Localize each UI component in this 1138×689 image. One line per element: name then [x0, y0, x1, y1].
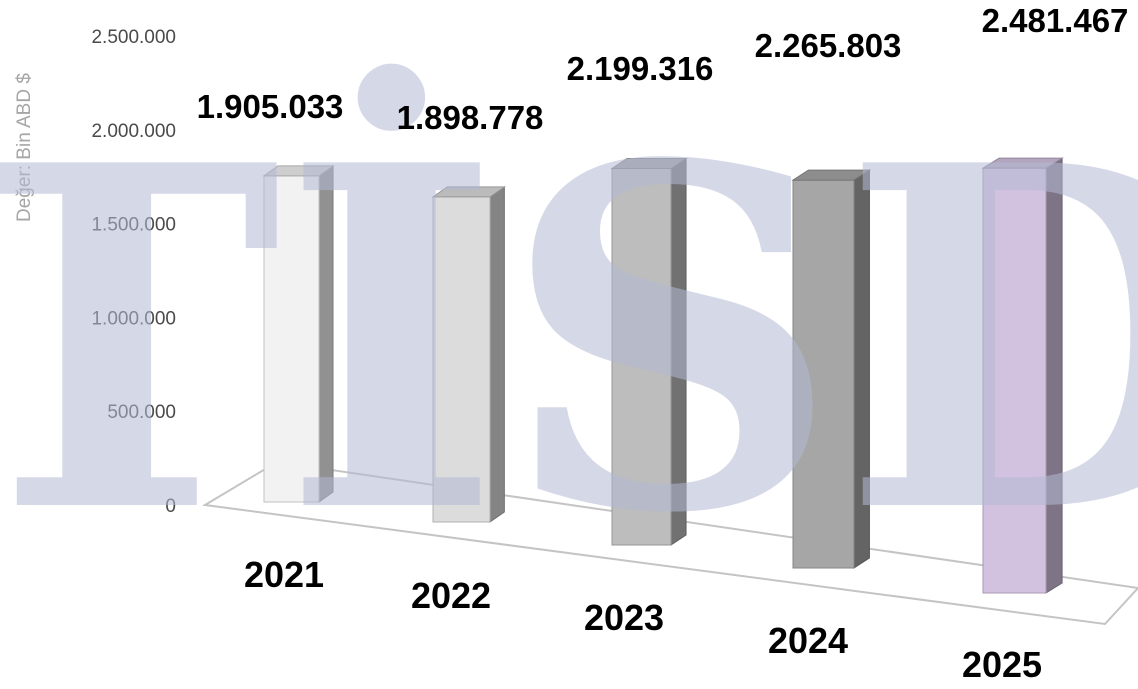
bar-2022 — [431, 185, 506, 523]
data-label: 2.481.467 — [982, 2, 1129, 39]
y-tick-label: 1.500.000 — [91, 215, 176, 236]
y-axis-label: Değer: Bin ABD $ — [14, 73, 35, 222]
x-tick-label: 2021 — [244, 554, 324, 595]
bar-top — [791, 169, 872, 181]
x-tick-label: 2024 — [768, 620, 848, 661]
data-labels: 1.905.033 2021 1.898.778 2022 2.199.316 2023 2… — [197, 2, 1129, 685]
bar-2025 — [981, 157, 1064, 594]
bar-top — [610, 157, 688, 169]
y-tick-label: 2.500.000 — [91, 27, 176, 48]
y-tick-label: 0 — [165, 496, 176, 517]
data-label: 1.905.033 — [197, 88, 344, 125]
watermark-logo: TİSD — [0, 57, 1138, 616]
x-tick-label: 2022 — [411, 575, 491, 616]
data-label: 1.898.778 — [397, 99, 544, 136]
x-tick-label: 2025 — [962, 644, 1042, 685]
bar-top — [431, 186, 506, 198]
x-tick-label: 2023 — [584, 597, 664, 638]
bars — [262, 157, 1064, 594]
bar-top — [981, 157, 1064, 169]
bar-2023 — [610, 157, 688, 546]
y-tick-label: 500.000 — [107, 402, 176, 423]
y-tick-label: 1.000.000 — [91, 308, 176, 329]
data-label: 2.265.803 — [755, 27, 902, 64]
bar-top — [262, 165, 335, 177]
data-label: 2.199.316 — [567, 50, 714, 87]
bar-2024 — [791, 169, 872, 569]
bar-2021 — [262, 164, 335, 503]
y-tick-label: 2.000.000 — [91, 121, 176, 142]
y-axis: 0 500.000 1.000.000 1.500.000 2.000.000 2.500… — [91, 27, 176, 517]
